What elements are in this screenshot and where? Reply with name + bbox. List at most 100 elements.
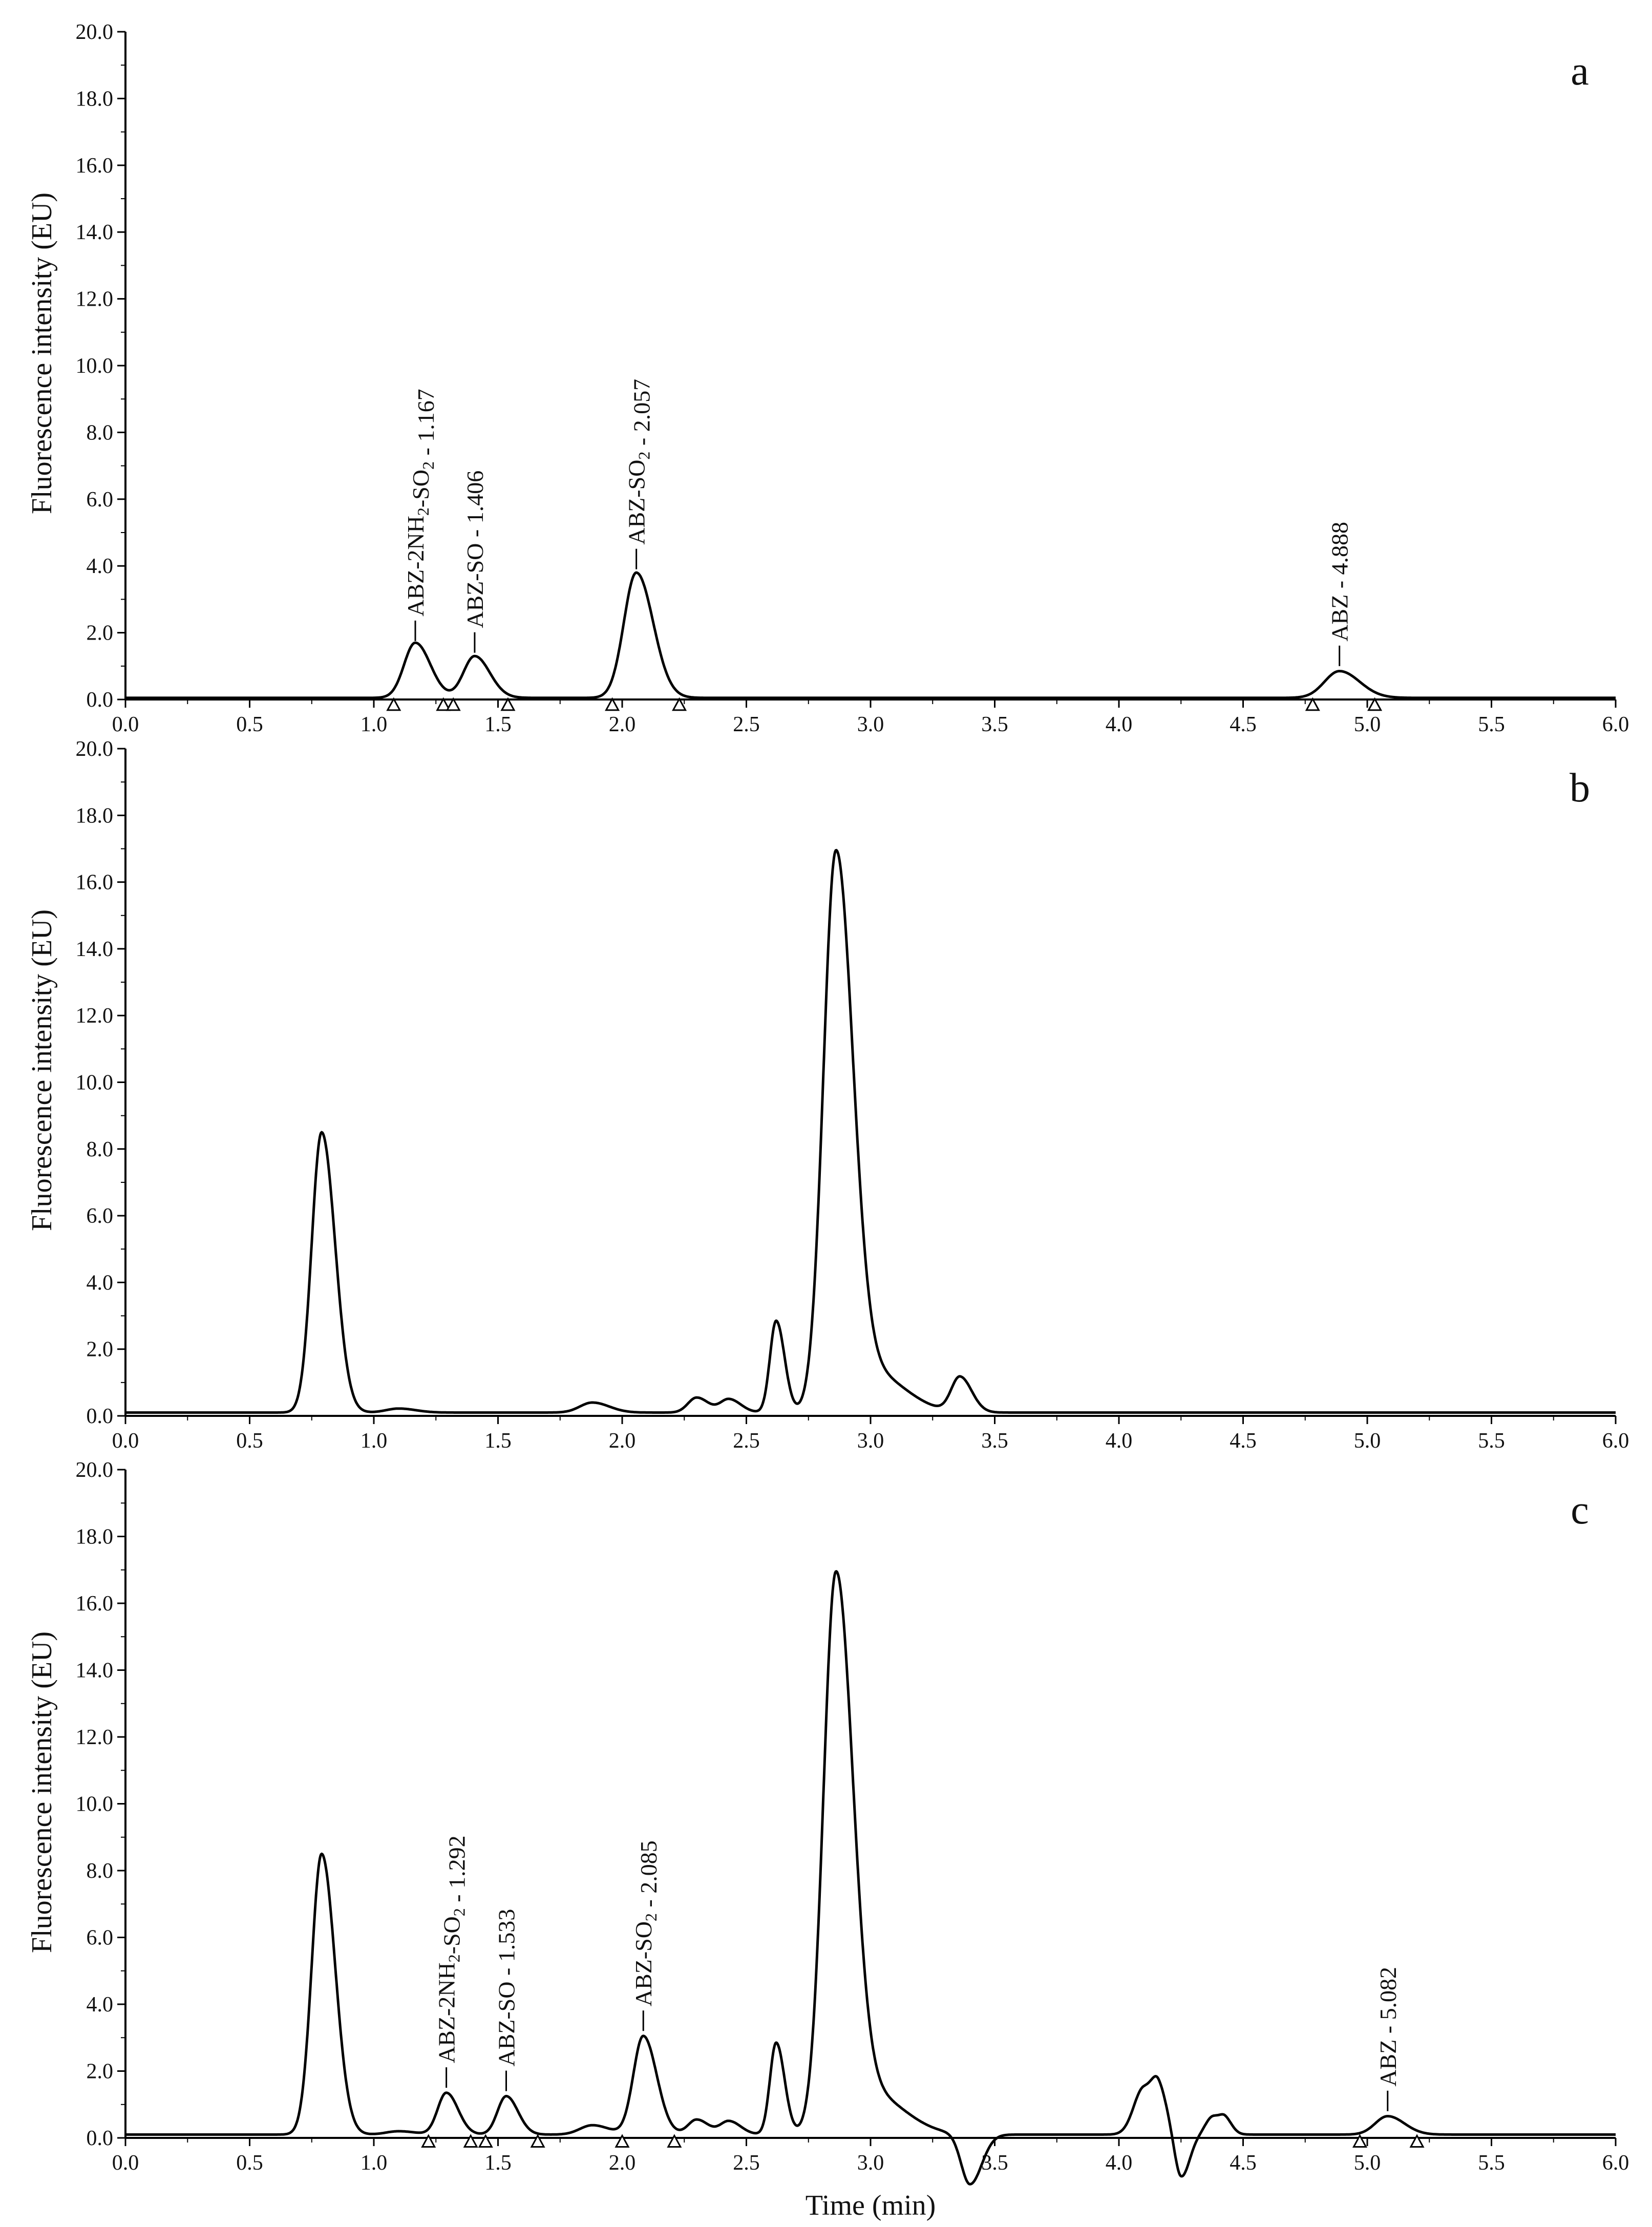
panel-c-y-axis-label: Fluorescence intensity (EU)	[26, 1631, 58, 1953]
integration-marker-triangle	[1409, 2134, 1425, 2148]
panel-b-x-tick-label: 4.0	[1106, 1429, 1133, 1453]
peak-label: ABZ-SO2 - 2.085	[630, 1840, 662, 2006]
panel-b-y-tick-label: 2.0	[87, 1338, 114, 1362]
panel-b-y-tick-label: 0.0	[87, 1405, 114, 1428]
panel-c-y-tick-label: 6.0	[87, 1926, 114, 1950]
panel-b: 0.0 0.5 1.0 1.5 2.0 2.5 3.0 3.5 4.0 4.5 5.0 5.5 6.0 …	[26, 737, 1629, 1453]
panel-a-markers	[386, 697, 1383, 711]
panel-b-y-tick-label: 4.0	[87, 1271, 114, 1295]
panel-a-y-axis-label: Fluorescence intensity (EU)	[26, 193, 58, 514]
panel-b-y-ticks: 0.0 2.0 4.0 6.0 8.0 10.0 12.0 14.0 16.0 18.0 20.0	[76, 737, 125, 1428]
panel-a-x-tick-label: 0.5	[236, 713, 263, 736]
panel-b-y-tick-label: 10.0	[76, 1071, 114, 1095]
panel-b-y-tick-label: 18.0	[76, 804, 114, 828]
panel-c-y-ticks: 0.0 2.0 4.0 6.0 8.0 10.0 12.0 14.0 16.0 18.0 20.0	[76, 1458, 125, 2150]
panel-b-x-tick-label: 2.5	[733, 1429, 760, 1453]
panel-a-y-tick-label: 12.0	[76, 288, 114, 311]
integration-marker-triangle	[605, 697, 620, 711]
panel-c-y-tick-label: 20.0	[76, 1458, 114, 1482]
panel-a-y-ticks: 0.0 2.0 4.0 6.0 8.0 10.0 12.0 14.0 16.0 18.0 20.0	[76, 20, 125, 712]
panel-a-x-tick-label: 1.5	[484, 713, 512, 736]
panel-c-x-tick-label: 6.0	[1602, 2151, 1629, 2175]
panel-a-y-tick-label: 16.0	[76, 154, 114, 178]
panel-c-y-tick-label: 10.0	[76, 1793, 114, 1816]
panel-b-y-tick-label: 6.0	[87, 1204, 114, 1228]
panel-b-x-ticks: 0.0 0.5 1.0 1.5 2.0 2.5 3.0 3.5 4.0 4.5 5.0 5.5 6.0	[112, 1416, 1629, 1453]
panel-c-y-tick-label: 0.0	[87, 2127, 114, 2150]
panel-a-trace	[125, 571, 1616, 699]
panel-b-x-tick-label: 5.5	[1478, 1429, 1505, 1453]
panel-b-y-tick-label: 8.0	[87, 1138, 114, 1161]
panel-c-x-tick-label: 1.5	[484, 2151, 512, 2175]
panel-a-x-tick-label: 2.0	[609, 713, 636, 736]
peak-label: ABZ - 5.082	[1375, 1967, 1401, 2087]
panel-a-x-tick-label: 0.0	[112, 713, 139, 736]
peak-label: ABZ-SO - 1.533	[494, 1909, 520, 2067]
integration-marker-triangle	[615, 2134, 630, 2148]
panel-b-letter: b	[1570, 766, 1590, 811]
panel-a-y-tick-label: 0.0	[87, 688, 114, 712]
panel-c-x-tick-label: 3.0	[857, 2151, 884, 2175]
integration-marker-triangle	[1367, 697, 1383, 711]
panel-b-y-tick-label: 12.0	[76, 1004, 114, 1028]
panel-a-y-tick-label: 2.0	[87, 622, 114, 645]
panel-c-x-tick-label: 4.0	[1106, 2151, 1133, 2175]
panel-b-x-tick-label: 3.5	[981, 1429, 1008, 1453]
panel-c-y-tick-label: 12.0	[76, 1726, 114, 1749]
panel-c-trace	[125, 1569, 1616, 2186]
panel-b-x-tick-label: 1.0	[361, 1429, 388, 1453]
panel-b-x-tick-label: 1.5	[484, 1429, 512, 1453]
panel-c-x-tick-label: 5.5	[1478, 2151, 1505, 2175]
panel-c-x-ticks: 0.0 0.5 1.0 1.5 2.0 2.5 3.0 3.5 4.0 4.5 5.0 5.5 6.0	[112, 2138, 1629, 2175]
panel-a-x-tick-label: 5.0	[1354, 713, 1381, 736]
panel-a-x-tick-label: 6.0	[1602, 713, 1629, 736]
panel-b-y-axis-label: Fluorescence intensity (EU)	[26, 909, 58, 1231]
panel-a-letter: a	[1571, 49, 1589, 94]
integration-marker-triangle	[667, 2134, 682, 2148]
panel-b-x-tick-label: 6.0	[1602, 1429, 1629, 1453]
panel-a-x-tick-label: 3.0	[857, 713, 884, 736]
panel-c-x-axis-label: Time (min)	[806, 2190, 936, 2221]
panel-c-y-tick-label: 16.0	[76, 1592, 114, 1616]
panel-c-y-tick-label: 18.0	[76, 1525, 114, 1549]
integration-marker-triangle	[530, 2134, 545, 2148]
panel-a-x-tick-label: 2.5	[733, 713, 760, 736]
panel-a-x-tick-label: 4.5	[1230, 713, 1257, 736]
panel-b-x-tick-label: 0.0	[112, 1429, 139, 1453]
panel-a-x-tick-label: 1.0	[361, 713, 388, 736]
panel-b-x-tick-label: 3.0	[857, 1429, 884, 1453]
integration-marker-triangle	[478, 2134, 493, 2148]
panel-c-y-tick-label: 2.0	[87, 2060, 114, 2084]
integration-marker-triangle	[1352, 2134, 1367, 2148]
panel-b-y-tick-label: 20.0	[76, 737, 114, 761]
peak-label: ABZ-2NH2-SO2 - 1.167	[403, 389, 439, 617]
panel-c-markers	[421, 2134, 1425, 2148]
panel-c-x-tick-label: 0.0	[112, 2151, 139, 2175]
panel-c-x-tick-label: 1.0	[361, 2151, 388, 2175]
panel-b-x-tick-label: 2.0	[609, 1429, 636, 1453]
panel-c-peak-labels: ABZ-2NH2-SO2 - 1.292 ABZ-SO - 1.533 ABZ-SO…	[434, 1835, 1401, 2111]
integration-marker-triangle	[500, 697, 516, 711]
panel-a-y-tick-label: 20.0	[76, 20, 114, 44]
panel-c-letter: c	[1571, 1488, 1589, 1533]
panel-a-x-ticks: 0.0 0.5 1.0 1.5 2.0 2.5 3.0 3.5 4.0 4.5 5.0 5.5 6.0	[112, 699, 1629, 736]
integration-marker-triangle	[463, 2134, 478, 2148]
integration-marker-triangle	[436, 697, 451, 711]
panel-a-peak-labels: ABZ-2NH2-SO2 - 1.167 ABZ-SO - 1.406 ABZ-SO…	[403, 379, 1353, 666]
panel-c-y-tick-label: 4.0	[87, 1993, 114, 2017]
panel-c-x-tick-label: 4.5	[1230, 2151, 1257, 2175]
integration-marker-triangle	[1305, 697, 1320, 711]
integration-marker-triangle	[421, 2134, 436, 2148]
panel-b-x-tick-label: 5.0	[1354, 1429, 1381, 1453]
panel-b-x-tick-label: 0.5	[236, 1429, 263, 1453]
panel-c: 0.0 0.5 1.0 1.5 2.0 2.5 3.0 3.5 4.0 4.5 5.0 5.5 6.0 …	[26, 1458, 1629, 2221]
panel-b-y-tick-label: 14.0	[76, 938, 114, 961]
panel-c-x-tick-label: 2.5	[733, 2151, 760, 2175]
panel-a-y-tick-label: 4.0	[87, 555, 114, 578]
panel-a-x-tick-label: 4.0	[1106, 713, 1133, 736]
panel-a-y-tick-label: 10.0	[76, 354, 114, 378]
panel-c-y-tick-label: 8.0	[87, 1859, 114, 1883]
peak-label: ABZ-2NH2-SO2 - 1.292	[434, 1835, 470, 2063]
